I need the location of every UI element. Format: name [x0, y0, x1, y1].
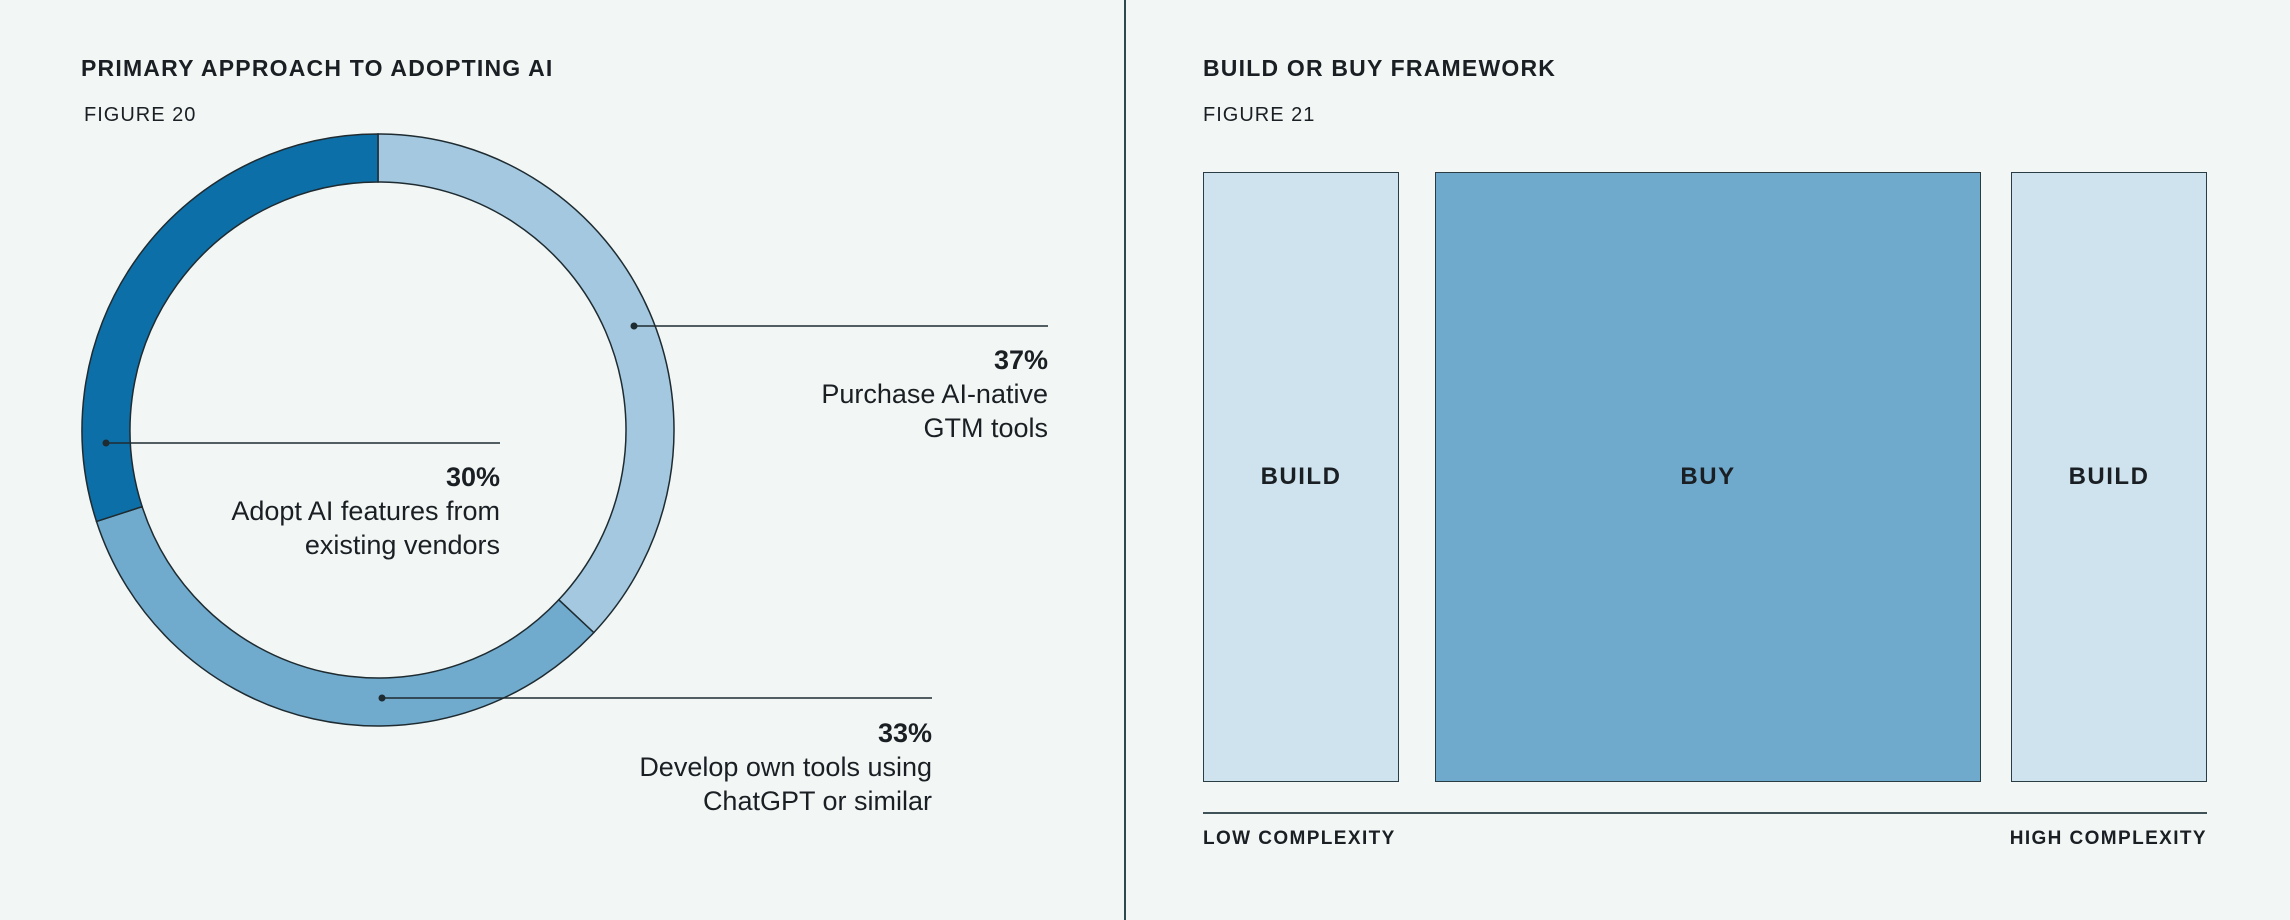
figure-21-panel: BUILD OR BUY FRAMEWORK FIGURE 21 BUILD B… [1126, 0, 2290, 920]
framework-build-low-label: BUILD [1260, 463, 1342, 490]
framework-build-high: BUILD [2011, 172, 2207, 782]
slice-desc-line-2: GTM tools [923, 413, 1048, 443]
slice-desc-line-1: Purchase AI-native [821, 379, 1048, 409]
figure-20-title: PRIMARY APPROACH TO ADOPTING AI [81, 55, 554, 81]
axis-high-complexity: HIGH COMPLEXITY [2009, 828, 2207, 849]
figure-21-title: BUILD OR BUY FRAMEWORK [1203, 55, 1557, 81]
slice-percent-adopt: 30% [445, 462, 500, 492]
slice-desc-line-1: Develop own tools using [639, 752, 932, 782]
donut-slice-adopt [81, 133, 379, 523]
framework-buy-label: BUY [1680, 463, 1736, 490]
complexity-axis-line [1203, 812, 2207, 814]
slice-percent-develop: 33% [877, 718, 932, 748]
framework-build-low: BUILD [1203, 172, 1399, 782]
slice-label-purchase-ai-native: 37% Purchase AI-native GTM tools [821, 343, 1048, 445]
framework-build-high-label: BUILD [2068, 463, 2150, 490]
slice-desc-line-2: existing vendors [304, 530, 500, 560]
slice-desc-line-2: ChatGPT or similar [702, 786, 932, 816]
leader-dot-develop [378, 694, 386, 702]
donut-chart [81, 133, 1048, 727]
leader-dot-purchase [630, 322, 638, 330]
figure-20-label: FIGURE 20 [84, 104, 197, 126]
slice-label-adopt-ai-features: 30% Adopt AI features from existing vend… [231, 460, 500, 562]
figure-21-label: FIGURE 21 [1203, 104, 1316, 126]
axis-low-complexity: LOW COMPLEXITY [1203, 828, 1396, 849]
slice-desc-line-1: Adopt AI features from [231, 496, 500, 526]
panel-divider [1124, 0, 1126, 920]
framework-buy: BUY [1435, 172, 1981, 782]
figure-20-panel: PRIMARY APPROACH TO ADOPTING AI FIGURE 2… [0, 0, 1124, 920]
slice-label-develop-own-tools: 33% Develop own tools using ChatGPT or s… [639, 716, 932, 818]
leader-dot-adopt [102, 439, 110, 447]
slice-percent-purchase: 37% [993, 345, 1048, 375]
